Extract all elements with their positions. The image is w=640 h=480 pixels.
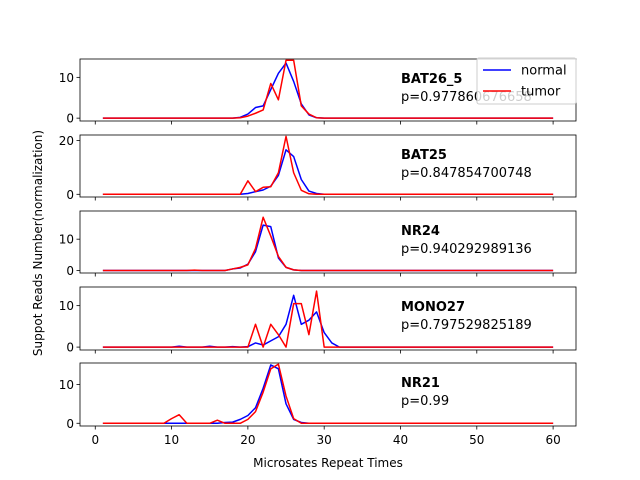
y-tick-label: 10 [59,299,74,313]
p-value-annotation: p=0.797529825189 [401,318,532,333]
marker-name: BAT25 [401,148,447,163]
series-line-tumor [102,135,554,196]
series-line-tumor [102,363,554,425]
x-tick-label: 20 [240,433,255,447]
x-tick-label: 50 [469,433,484,447]
x-tick-label: 0 [91,433,99,447]
subplot-frame [79,134,577,198]
x-axis-label: Microsates Repeat Times [253,456,403,470]
series-line-tumor [102,290,554,348]
subplot-frame [79,286,577,351]
shared-x-axis: 0 10 20 30 40 50 60 [91,433,560,447]
x-tick-label: 30 [317,433,332,447]
p-value-annotation: p=0.940292989136 [401,242,532,257]
p-value-annotation: p=0.99 [401,394,449,409]
x-tick-label: 40 [393,433,408,447]
marker-name: NR21 [401,376,440,391]
legend-label-tumor: tumor [521,85,561,100]
subplot-frame [79,362,577,427]
y-tick-label: 0 [66,112,74,126]
y-tick-label: 0 [66,341,74,355]
subplot-2: 0 10 NR24 p=0.940292989136 [59,210,577,278]
x-tick-label: 60 [545,433,560,447]
series-line-tumor [102,216,554,272]
y-tick-label: 0 [66,264,74,278]
marker-name: MONO27 [401,300,465,315]
marker-name: NR24 [401,224,440,239]
subplot-4: 0 10 NR21 p=0.99 [59,362,577,431]
y-tick-label: 0 [66,188,74,202]
y-tick-label: 0 [66,417,74,431]
y-tick-label: 10 [59,233,74,247]
legend-label-normal: normal [521,64,567,79]
series-line-normal [102,364,554,425]
x-tick-label: 10 [164,433,179,447]
series-line-tumor [102,59,554,119]
p-value-annotation: p=0.847854700748 [401,166,532,181]
subplot-panels: 010 BAT26_5p=0.977860676658020BAT25p=0.84… [59,58,577,431]
y-tick-label: 10 [59,71,74,85]
y-tick-label: 20 [59,134,74,148]
y-tick-label: 10 [59,378,74,392]
subplot-frame [79,210,577,274]
legend: normal tumor [476,57,577,105]
marker-name: BAT26_5 [401,72,462,87]
subplot-3: 0 10 MONO27 p=0.797529825189 [59,286,577,355]
subplot-1: 0 20 BAT25 p=0.847854700748 [59,134,577,202]
y-axis-label: Suppot Reads Number(normalization) [31,130,45,356]
